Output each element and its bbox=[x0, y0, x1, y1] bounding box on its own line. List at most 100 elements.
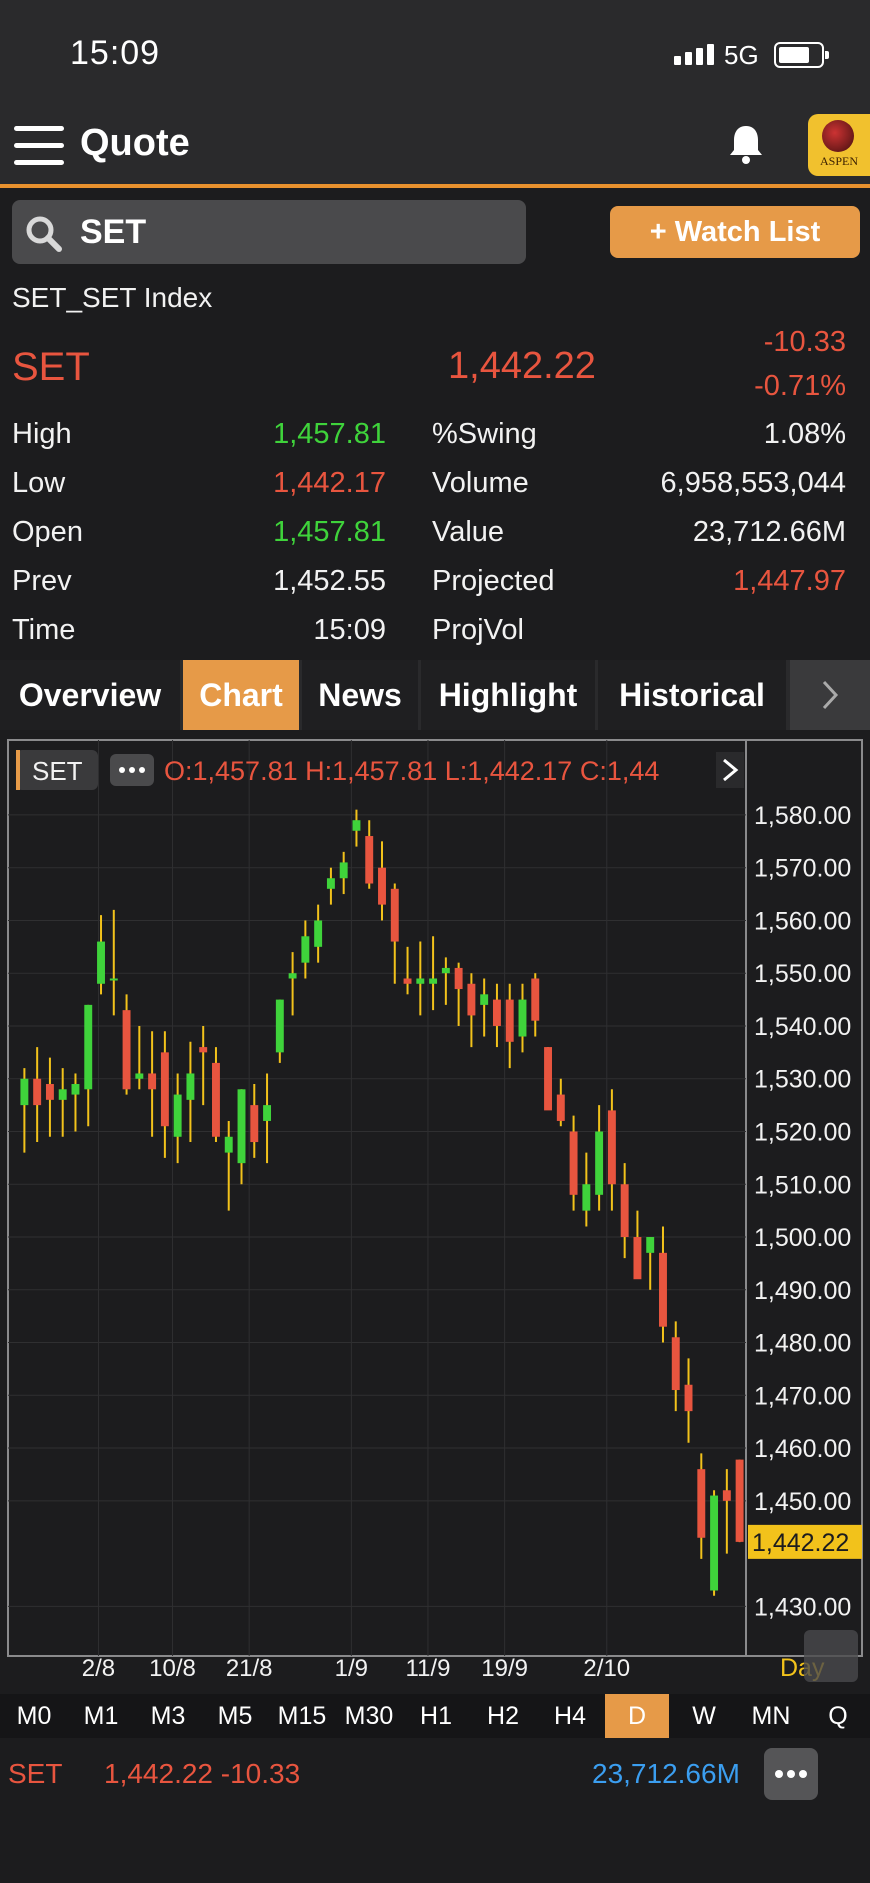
timeframe-m1[interactable]: M1 bbox=[83, 1702, 119, 1730]
tab-overview[interactable]: Overview bbox=[0, 660, 180, 730]
y-tick-label: 1,530.00 bbox=[754, 1066, 851, 1094]
candle-body bbox=[212, 1062, 220, 1137]
aspen-logo[interactable]: ASPEN bbox=[808, 114, 870, 176]
timeframe-q[interactable]: Q bbox=[828, 1702, 848, 1730]
candle-body bbox=[735, 1459, 744, 1542]
candle-body bbox=[531, 978, 540, 1021]
candle-body bbox=[314, 920, 323, 947]
candle-body bbox=[492, 999, 501, 1026]
fullscreen-icon[interactable] bbox=[804, 1630, 858, 1682]
tabs-scroll-right-icon[interactable] bbox=[790, 660, 870, 730]
legend-ohlc: O:1,457.81 H:1,457.81 L:1,442.17 C:1,44 bbox=[164, 756, 659, 786]
timeframe-m30[interactable]: M30 bbox=[344, 1702, 394, 1730]
candle-body bbox=[33, 1078, 42, 1106]
plot-area bbox=[7, 739, 747, 1657]
legend-more-dot bbox=[139, 767, 145, 773]
candle-body bbox=[84, 1004, 93, 1090]
candle-body bbox=[288, 973, 297, 979]
legend-symbol-box[interactable] bbox=[16, 750, 98, 790]
symbol-search-input[interactable]: SET bbox=[12, 200, 526, 264]
stat-label: Projected bbox=[432, 565, 555, 597]
timeframe-m15[interactable]: M15 bbox=[277, 1702, 327, 1730]
stat-label: ProjVol bbox=[432, 614, 524, 646]
candle-body bbox=[199, 1047, 208, 1053]
y-tick-label: 1,480.00 bbox=[754, 1330, 851, 1358]
candlestick-chart: 1,580.00 1,570.00 1,560.00 1,550.00 1,540.00… bbox=[7, 739, 863, 1682]
footer-bar bbox=[0, 1742, 870, 1883]
candle-body bbox=[390, 888, 399, 942]
add-watchlist-button[interactable]: + Watch List bbox=[610, 206, 860, 258]
timeframe-d[interactable]: D bbox=[605, 1694, 669, 1738]
candle-body bbox=[263, 1105, 272, 1121]
current-price-label: 1,442.22 bbox=[752, 1529, 849, 1557]
candle-body bbox=[403, 978, 412, 984]
candle-body bbox=[250, 1105, 259, 1143]
x-tick-label: 2/10 bbox=[583, 1655, 630, 1682]
y-tick-label: 1,470.00 bbox=[754, 1382, 851, 1410]
bell-icon[interactable] bbox=[726, 122, 766, 171]
candle-body bbox=[480, 994, 489, 1005]
more-icon bbox=[775, 1770, 807, 1778]
y-tick-label: 1,580.00 bbox=[754, 802, 851, 830]
y-tick-label: 1,500.00 bbox=[754, 1224, 851, 1252]
stat-label: %Swing bbox=[432, 418, 537, 450]
tab-chart[interactable]: Chart bbox=[183, 660, 299, 730]
candle-body bbox=[595, 1131, 604, 1195]
candle-body bbox=[620, 1184, 629, 1238]
candle-body bbox=[697, 1469, 706, 1538]
candle-body bbox=[173, 1094, 182, 1137]
stat-value: 6,958,553,044 bbox=[660, 467, 846, 499]
app-header: Quote ASPEN bbox=[0, 110, 870, 188]
timeframe-h1[interactable]: H1 bbox=[420, 1702, 452, 1730]
y-tick-label: 1,520.00 bbox=[754, 1118, 851, 1146]
candle-body bbox=[160, 1052, 169, 1127]
y-tick-label: 1,510.00 bbox=[754, 1171, 851, 1199]
candle-body bbox=[416, 978, 425, 984]
tab-historical[interactable]: Historical bbox=[598, 660, 786, 730]
candle-body bbox=[97, 941, 105, 984]
candle-body bbox=[365, 836, 374, 884]
x-tick-label: 21/8 bbox=[226, 1655, 273, 1682]
stat-label: Low bbox=[12, 467, 66, 499]
price-change: -10.33 bbox=[763, 326, 846, 358]
quote-tabs: Overview Chart News Highlight Historical bbox=[0, 660, 870, 730]
footer-symbol: SET bbox=[8, 1758, 63, 1789]
status-bar bbox=[0, 0, 870, 110]
candle-body bbox=[71, 1084, 80, 1095]
candle-body bbox=[58, 1089, 67, 1100]
price-chart[interactable]: 1,580.00 1,570.00 1,560.00 1,550.00 1,540.00… bbox=[6, 738, 864, 1688]
timeframe-m0[interactable]: M0 bbox=[16, 1702, 52, 1730]
battery-icon bbox=[774, 42, 829, 68]
timeframe-m3[interactable]: M3 bbox=[150, 1702, 186, 1730]
candle-body bbox=[135, 1073, 144, 1079]
timeframe-m5[interactable]: M5 bbox=[217, 1702, 253, 1730]
timeframe-h2[interactable]: H2 bbox=[487, 1702, 519, 1730]
network-label: 5G bbox=[724, 40, 759, 70]
signal-icon bbox=[674, 44, 714, 65]
candle-body bbox=[237, 1089, 246, 1164]
tab-news[interactable]: News bbox=[302, 660, 418, 730]
timeframe-h4[interactable]: H4 bbox=[554, 1702, 586, 1730]
candle-body bbox=[710, 1495, 719, 1591]
y-tick-label: 1,550.00 bbox=[754, 960, 851, 988]
stat-value: 1,457.81 bbox=[273, 418, 386, 450]
legend-marker bbox=[16, 750, 20, 790]
candle-body bbox=[326, 878, 335, 889]
x-tick-label: 2/8 bbox=[82, 1655, 115, 1682]
x-tick-label: 19/9 bbox=[481, 1655, 528, 1682]
more-options-button[interactable] bbox=[764, 1748, 818, 1800]
timeframe-w[interactable]: W bbox=[692, 1702, 716, 1730]
candle-body bbox=[148, 1073, 157, 1090]
candle-body bbox=[301, 936, 310, 963]
candle-body bbox=[659, 1252, 667, 1327]
stat-value: 1.08% bbox=[763, 418, 846, 450]
legend-symbol: SET bbox=[32, 756, 83, 786]
y-tick-label: 1,490.00 bbox=[754, 1277, 851, 1305]
menu-icon[interactable] bbox=[14, 126, 64, 166]
tab-highlight[interactable]: Highlight bbox=[421, 660, 595, 730]
timeframe-mn[interactable]: MN bbox=[751, 1702, 791, 1730]
legend-scroll[interactable] bbox=[716, 752, 744, 788]
candle-body bbox=[518, 999, 527, 1037]
last-price: 1,442.22 bbox=[448, 345, 596, 387]
y-tick-label: 1,460.00 bbox=[754, 1435, 851, 1463]
